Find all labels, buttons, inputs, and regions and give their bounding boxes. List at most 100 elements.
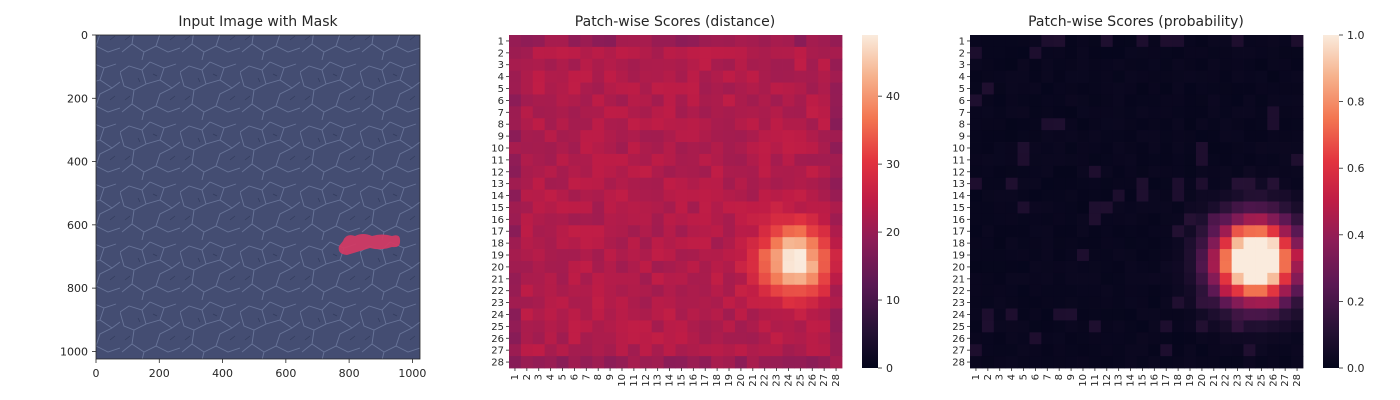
heatmap-cell <box>580 296 593 309</box>
heatmap-cell <box>818 70 831 83</box>
heatmap-cell <box>699 70 712 83</box>
heatmap-cell <box>509 82 522 95</box>
y-tick-label: 200 <box>67 92 88 105</box>
heatmap-cell <box>1029 260 1042 274</box>
y-tick-label: 600 <box>67 219 88 232</box>
heatmap-cell <box>1243 201 1256 214</box>
heatmap-cell <box>651 225 664 238</box>
heatmap-cell <box>770 94 783 107</box>
heatmap-cell <box>1017 118 1030 131</box>
heatmap-cell <box>723 308 736 321</box>
x-tick-label: 20 <box>736 374 747 387</box>
heatmap-cell <box>970 46 983 60</box>
heatmap-cell <box>532 70 546 83</box>
heatmap-cell <box>663 70 676 83</box>
heatmap-cell <box>687 106 700 119</box>
heatmap-cell <box>1184 296 1197 309</box>
heatmap-cell <box>1160 332 1173 345</box>
heatmap-cell <box>818 118 831 131</box>
x-tick-label: 5 <box>558 374 569 380</box>
heatmap-cell <box>1267 356 1280 369</box>
heatmap-cell <box>1005 142 1018 155</box>
heatmap-cell <box>758 249 772 262</box>
heatmap-cell <box>1148 118 1161 131</box>
heatmap-cell <box>746 153 760 167</box>
heatmap-cell <box>1065 225 1078 238</box>
heatmap-cell <box>794 106 807 119</box>
heatmap-cell <box>830 272 843 286</box>
heatmap-cell <box>675 189 688 202</box>
heatmap-cell <box>1219 130 1233 143</box>
heatmap-cell <box>1184 237 1197 250</box>
heatmap-cell <box>1219 213 1233 226</box>
heatmap-cell <box>1136 130 1149 143</box>
x-tick-label: 7 <box>581 374 592 380</box>
heatmap-cell <box>1005 153 1018 167</box>
heatmap-cell <box>1100 237 1114 250</box>
heatmap-cell <box>1112 272 1125 286</box>
heatmap-cell <box>758 332 772 345</box>
heatmap-cell <box>830 94 843 107</box>
heatmap-cell <box>699 130 712 143</box>
heatmap-cell <box>830 332 843 345</box>
heatmap-cell <box>723 213 736 226</box>
heatmap-cell <box>663 58 676 72</box>
heatmap-cell <box>1207 320 1221 333</box>
heatmap-cell <box>639 356 653 369</box>
heatmap-cell <box>1029 35 1042 48</box>
heatmap-cell <box>651 189 664 202</box>
heatmap-cell <box>1053 153 1066 167</box>
heatmap-cell <box>806 201 819 214</box>
heatmap-cell <box>981 35 995 48</box>
heatmap-cell <box>616 58 629 72</box>
heatmap-cell <box>1255 106 1268 119</box>
heatmap-cell <box>1100 153 1114 167</box>
heatmap-cell <box>675 82 688 95</box>
x-tick-label: 15 <box>1137 374 1148 387</box>
heatmap-cell <box>627 189 641 202</box>
heatmap-cell <box>556 46 569 60</box>
heatmap-cell <box>1184 320 1197 333</box>
heatmap-cell <box>1088 308 1102 321</box>
heatmap-cell <box>1112 225 1125 238</box>
heatmap-cell <box>1041 201 1054 214</box>
heatmap-cell <box>1267 272 1280 286</box>
heatmap-cell <box>1267 225 1280 238</box>
y-tick-label: 26 <box>952 334 965 345</box>
heatmap-cell <box>1041 58 1054 72</box>
heatmap-cell <box>1219 260 1233 274</box>
heatmap-cell <box>687 225 700 238</box>
heatmap-cell <box>1219 284 1233 298</box>
heatmap-cell <box>993 130 1007 143</box>
heatmap-cell <box>675 249 688 262</box>
heatmap-cell <box>794 118 807 131</box>
heatmap-cell <box>616 260 629 274</box>
heatmap-cell <box>592 70 605 83</box>
heatmap-cell <box>580 165 593 179</box>
heatmap-cell <box>1029 58 1042 72</box>
heatmap-cell <box>1065 46 1078 60</box>
heatmap-cell <box>1255 356 1268 369</box>
heatmap-cell <box>1005 284 1018 298</box>
heatmap-cell <box>1100 189 1114 202</box>
heatmap-cell <box>794 225 807 238</box>
heatmap-cell <box>556 344 569 357</box>
heatmap-cell <box>1219 177 1233 190</box>
heatmap-cell <box>1041 118 1054 131</box>
heatmap-cell <box>1279 225 1292 238</box>
heatmap-cell <box>509 58 522 72</box>
heatmap-cell <box>544 296 557 309</box>
heatmap-cell <box>818 130 831 143</box>
heatmap-cell <box>830 213 843 226</box>
heatmap-cell <box>1100 58 1114 72</box>
heatmap-cell <box>1172 225 1185 238</box>
heatmap-cell <box>1005 213 1018 226</box>
heatmap-cell <box>1231 284 1244 298</box>
heatmap-cell <box>1065 58 1078 72</box>
heatmap-cell <box>711 249 724 262</box>
heatmap-cell <box>1029 344 1042 357</box>
heatmap-cell <box>1219 142 1233 155</box>
heatmap-cell <box>639 46 653 60</box>
x-tick-label: 1000 <box>398 367 426 380</box>
y-tick-label: 19 <box>491 251 504 262</box>
